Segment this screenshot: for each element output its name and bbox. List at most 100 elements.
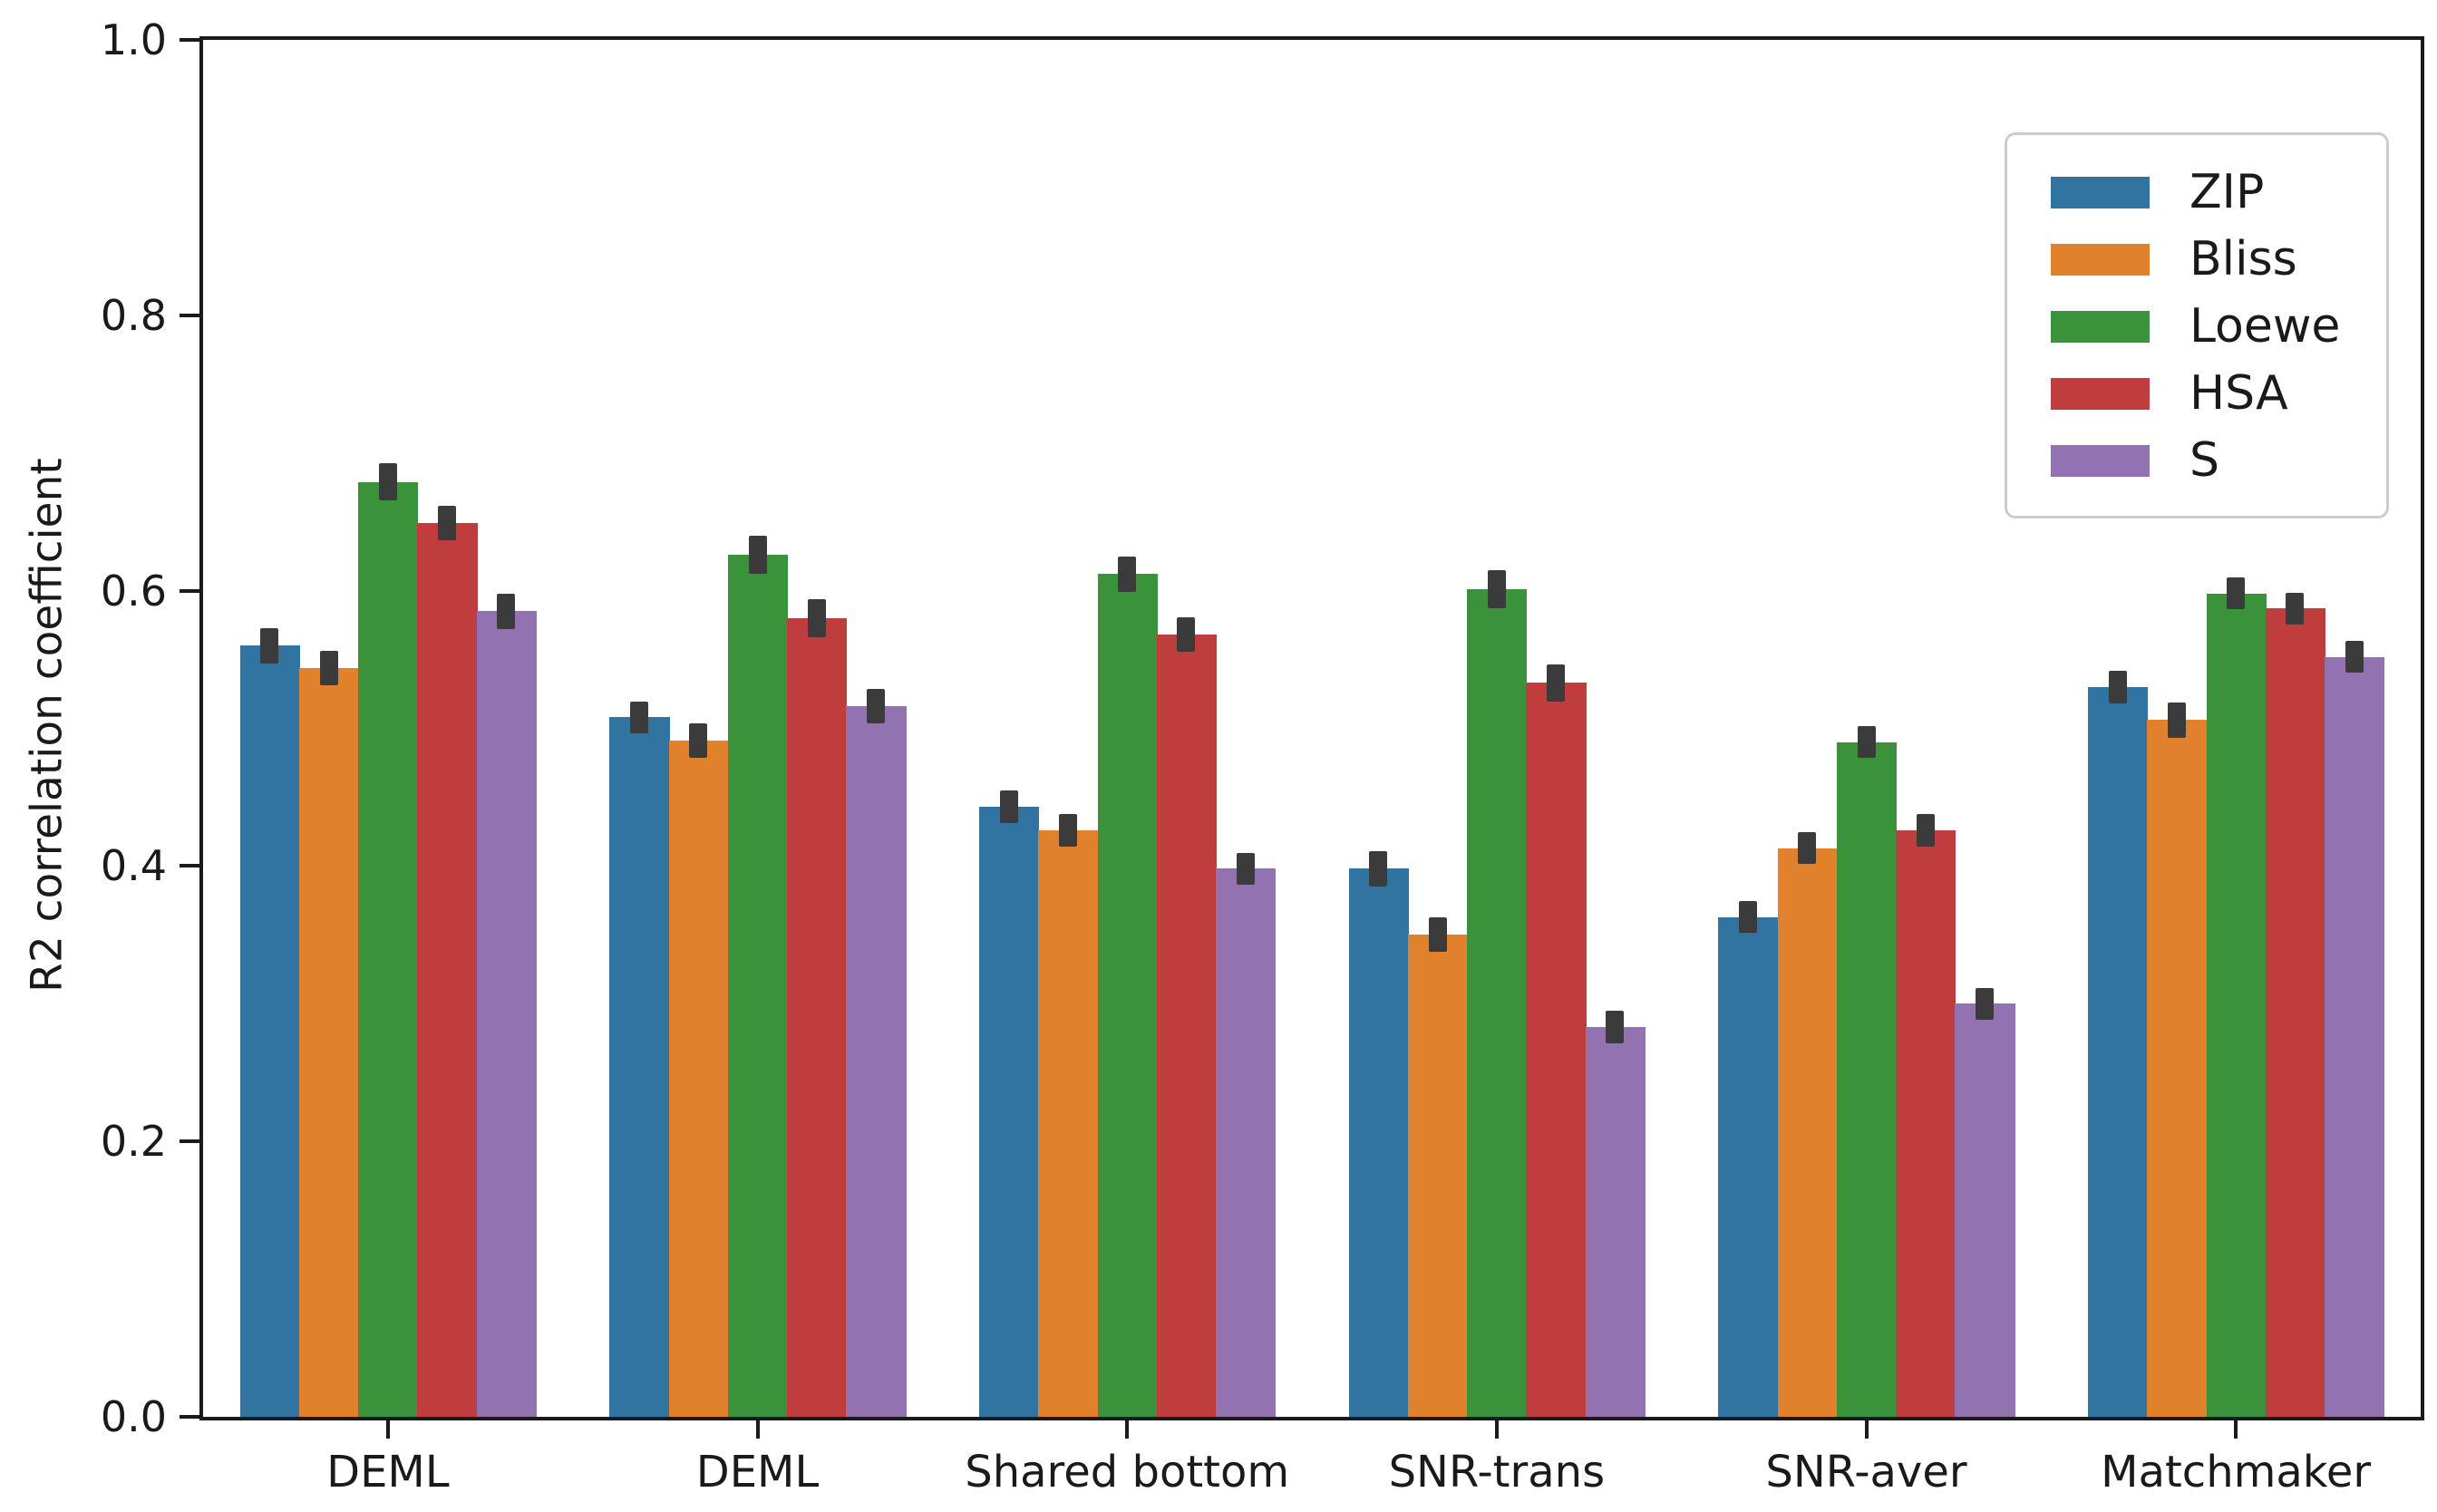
bar-hsa-3: [1156, 635, 1217, 1417]
error-bar: [1058, 814, 1077, 847]
legend: ZIP Bliss Loewe HSA S: [2005, 132, 2389, 519]
bar-hsa-5: [1896, 829, 1956, 1417]
error-bar: [438, 506, 457, 541]
bar-loewe-2: [727, 555, 789, 1417]
bar-loewe-5: [1836, 741, 1898, 1417]
error-bar: [630, 701, 649, 733]
legend-item-zip: ZIP: [2051, 159, 2386, 226]
y-tick: [180, 1415, 199, 1419]
bar-zip-2: [609, 717, 670, 1417]
x-tick: [755, 1417, 760, 1439]
error-bar: [1857, 726, 1876, 759]
legend-label: Bliss: [2189, 232, 2297, 286]
bar-zip-1: [239, 645, 300, 1417]
error-bar: [2345, 640, 2364, 674]
error-bar: [319, 650, 338, 685]
bar-zip-5: [1718, 916, 1779, 1417]
y-tick-label: 1.0: [100, 15, 167, 64]
bar-loewe-4: [1467, 589, 1528, 1417]
error-bar: [1916, 814, 1935, 847]
legend-swatch-s: [2051, 444, 2150, 477]
bar-s-3: [1216, 868, 1277, 1417]
error-bar: [378, 462, 397, 501]
error-bar: [748, 536, 767, 574]
bar-s-2: [846, 706, 907, 1417]
error-bar: [866, 689, 885, 724]
bar-loewe-6: [2206, 593, 2267, 1417]
x-tick-label: DEML: [326, 1447, 450, 1497]
y-tick: [180, 588, 199, 593]
error-bar: [1236, 852, 1255, 886]
error-bar: [999, 790, 1018, 823]
bar-s-4: [1585, 1027, 1646, 1417]
y-tick-label: 0.8: [100, 290, 167, 340]
bar-hsa-4: [1526, 683, 1587, 1417]
bar-bliss-3: [1038, 829, 1099, 1417]
legend-label: HSA: [2189, 366, 2288, 421]
legend-item-bliss: Bliss: [2051, 226, 2386, 293]
legend-swatch-bliss: [2051, 243, 2150, 276]
y-tick: [180, 313, 199, 317]
legend-label: S: [2189, 433, 2220, 488]
error-bar: [2108, 671, 2127, 703]
x-tick-label: SNR-aver: [1765, 1447, 1967, 1497]
bar-hsa-6: [2265, 608, 2325, 1417]
x-tick-label: Shared bottom: [965, 1447, 1290, 1497]
error-bar: [689, 723, 708, 759]
bar-bliss-4: [1407, 935, 1469, 1417]
legend-item-hsa: HSA: [2051, 360, 2386, 427]
bar-loewe-3: [1097, 574, 1158, 1417]
bar-s-6: [2325, 656, 2385, 1417]
bar-s-5: [1955, 1003, 2015, 1417]
error-bar: [1487, 570, 1506, 608]
bar-zip-3: [979, 807, 1040, 1417]
error-bar: [807, 599, 826, 637]
x-tick-label: SNR-trans: [1388, 1447, 1606, 1497]
legend-label: ZIP: [2189, 165, 2265, 219]
error-bar: [260, 628, 279, 664]
x-tick: [2234, 1417, 2238, 1439]
x-tick-label: Matchmaker: [2101, 1447, 2372, 1497]
legend-label: Loewe: [2189, 299, 2341, 354]
legend-swatch-loewe: [2051, 310, 2150, 343]
error-bar: [1975, 987, 1994, 1020]
y-tick-label: 0.2: [100, 1117, 167, 1167]
bar-hsa-2: [787, 617, 848, 1417]
error-bar: [2167, 703, 2186, 738]
bar-zip-6: [2088, 686, 2149, 1417]
x-tick: [1494, 1417, 1499, 1439]
error-bar: [2227, 577, 2246, 610]
x-tick-label: DEML: [695, 1447, 820, 1497]
y-tick: [180, 38, 199, 42]
error-bar: [1606, 1011, 1625, 1043]
error-bar: [497, 594, 516, 629]
y-tick-label: 0.6: [100, 566, 167, 615]
x-tick: [385, 1417, 390, 1439]
error-bar: [1177, 617, 1196, 653]
bar-zip-4: [1348, 868, 1409, 1417]
legend-item-loewe: Loewe: [2051, 293, 2386, 360]
bar-s-1: [476, 611, 537, 1417]
error-bar: [1547, 664, 1566, 703]
bar-loewe-1: [358, 481, 419, 1417]
plot-area: ZIP Bliss Loewe HSA S 0.0 0.2 0.4 0.6 0.8 1.0 DEML…: [101, 15, 2424, 1497]
legend-swatch-zip: [2051, 176, 2150, 208]
error-bar: [1369, 851, 1388, 887]
y-tick-label: 0.4: [100, 841, 167, 891]
bar-bliss-1: [298, 667, 360, 1417]
legend-swatch-hsa: [2051, 377, 2150, 410]
x-tick: [1125, 1417, 1130, 1439]
error-bar: [1739, 900, 1758, 934]
error-bar: [1118, 557, 1137, 592]
bar-bliss-5: [1777, 848, 1838, 1417]
y-axis-label: R2 correlation coefficient: [22, 458, 73, 993]
bar-hsa-1: [417, 523, 478, 1417]
bar-bliss-6: [2147, 720, 2208, 1417]
y-tick: [180, 1139, 199, 1144]
legend-item-s: S: [2051, 427, 2386, 494]
error-bar: [1798, 832, 1817, 865]
y-tick-label: 0.0: [100, 1392, 167, 1441]
bar-bliss-2: [668, 741, 729, 1417]
y-tick: [180, 864, 199, 868]
